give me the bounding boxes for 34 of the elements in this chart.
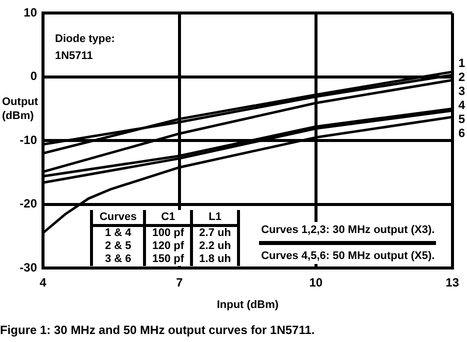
annotation: C1 bbox=[144, 210, 192, 226]
x-tick-label: 4 bbox=[40, 276, 47, 290]
annotation: 2.2 uh bbox=[192, 240, 238, 253]
annotation: 1 & 4 bbox=[92, 225, 145, 240]
series-label: 2 bbox=[458, 70, 466, 84]
series-label: 3 bbox=[458, 84, 466, 98]
annotation: Curves bbox=[92, 210, 145, 226]
annotation: 150 pf bbox=[144, 252, 192, 266]
annotation: 3 & 6 bbox=[92, 252, 145, 266]
y-axis-title: Output (dBm) bbox=[2, 96, 38, 122]
y-tick-label: 0 bbox=[30, 69, 38, 84]
series-label: 6 bbox=[458, 126, 466, 140]
x-tick-label: 7 bbox=[176, 276, 184, 290]
annotation: 2.7 uh bbox=[192, 225, 238, 240]
series-label: 1 bbox=[458, 56, 466, 70]
annotation: L1 bbox=[192, 210, 238, 226]
y-tick-label: -30 bbox=[20, 260, 38, 274]
x-tick-label: 13 bbox=[446, 276, 460, 290]
series-label: 4 bbox=[458, 98, 466, 112]
annotation: 2 & 5 bbox=[92, 240, 145, 253]
x-tick-label: 10 bbox=[309, 276, 323, 290]
x-axis-title: Input (dBm) bbox=[216, 299, 279, 312]
annotation: 1N5711 bbox=[55, 50, 93, 62]
text: Figure 1: 30 MHz and 50 MHz output curves for 1N5711. bbox=[0, 323, 315, 338]
y-tick-label: 10 bbox=[24, 6, 38, 20]
y-tick-label: -10 bbox=[20, 132, 38, 147]
y-tick-label: -20 bbox=[20, 196, 38, 211]
annotation: Diode type: bbox=[55, 33, 115, 46]
annotation: Curves 4,5,6: 50 MHz output (X5). bbox=[260, 249, 436, 264]
annotation: Curves 1,2,3: 30 MHz output (X3). bbox=[260, 223, 436, 238]
annotation: 100 pf bbox=[144, 225, 192, 240]
annotation: 1.8 uh bbox=[192, 252, 238, 266]
series-label: 5 bbox=[458, 112, 466, 126]
annotation: 120 pf bbox=[144, 240, 192, 253]
